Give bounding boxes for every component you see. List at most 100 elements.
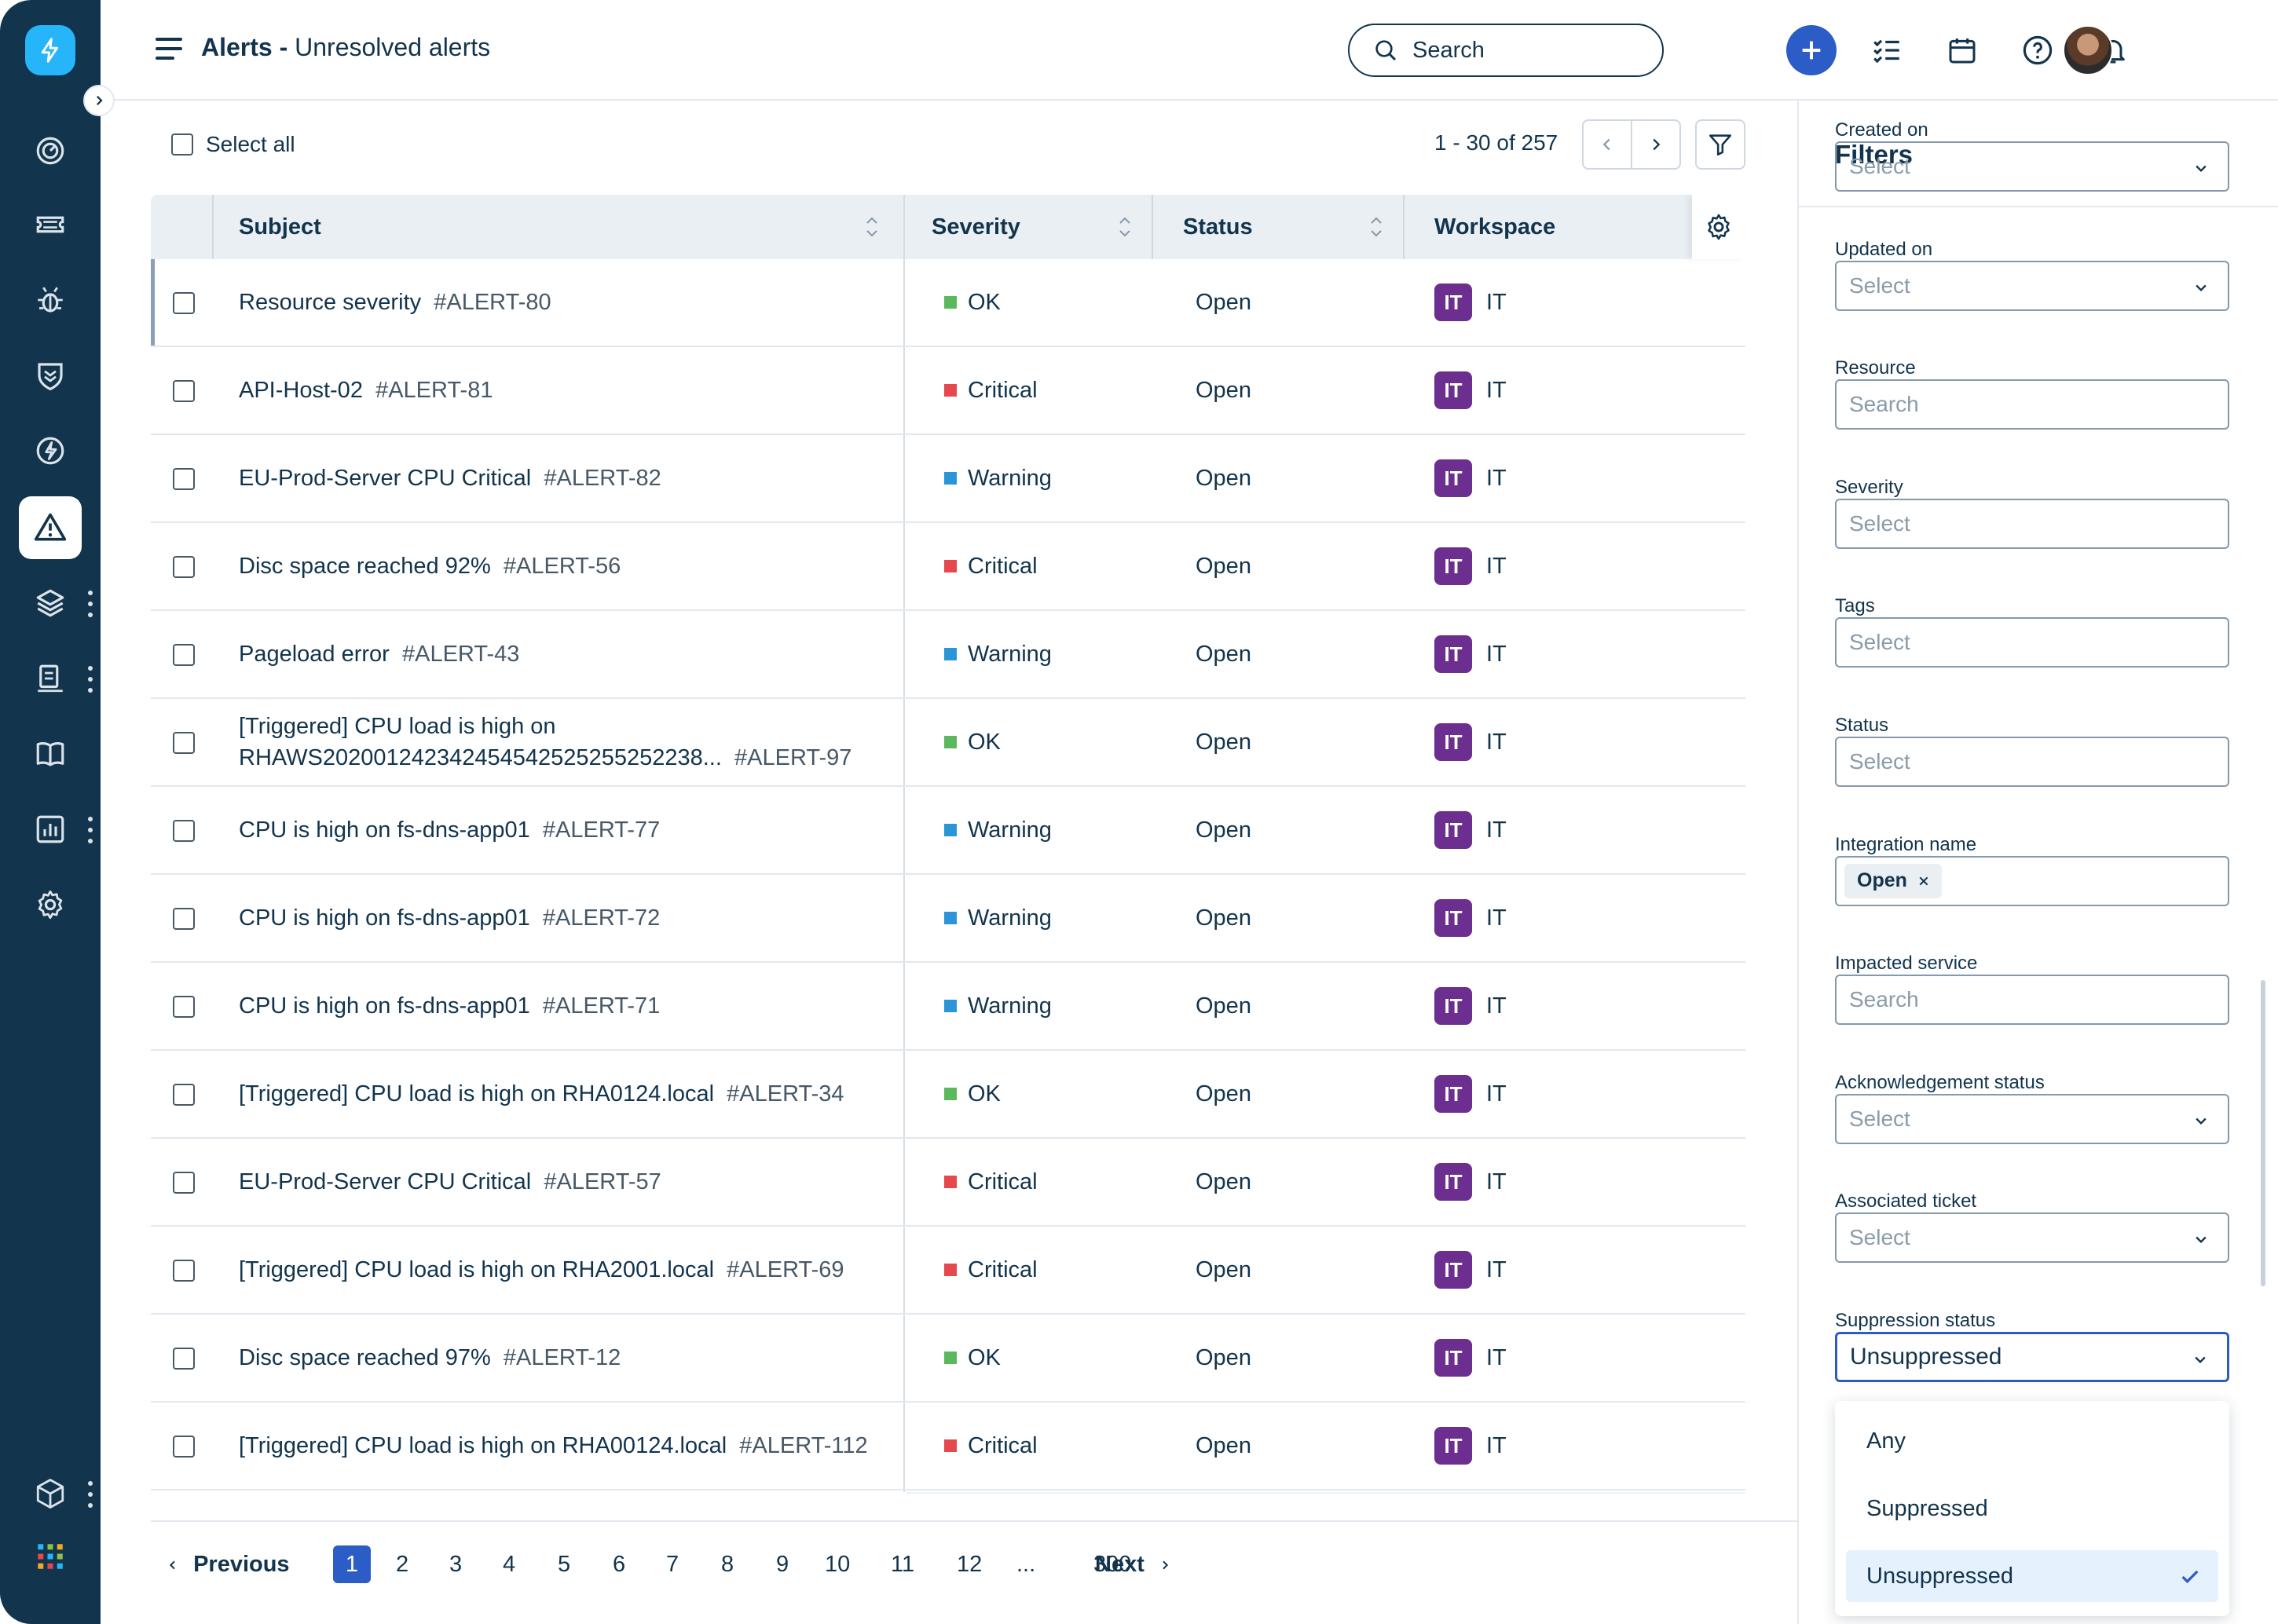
nav-analytics-more-icon[interactable]	[86, 817, 94, 843]
nav-marketplace[interactable]	[19, 1462, 82, 1525]
nav-analytics[interactable]	[19, 798, 82, 861]
table-row[interactable]: Disc space reached 92% #ALERT-56 Critical…	[151, 523, 1745, 611]
column-header-workspace[interactable]: Workspace	[1414, 195, 1692, 259]
row-checkbox[interactable]	[173, 996, 195, 1018]
select-all-checkbox[interactable]	[171, 134, 193, 155]
table-settings-button[interactable]	[1692, 195, 1745, 259]
nav-dashboard[interactable]	[19, 119, 82, 182]
page-link[interactable]: 6	[613, 1552, 626, 1577]
table-row[interactable]: CPU is high on fs-dns-app01 #ALERT-77 War…	[151, 787, 1745, 875]
table-row[interactable]: Pageload error #ALERT-43 Warning Open IT IT	[151, 611, 1745, 699]
nav-tickets[interactable]	[19, 193, 82, 256]
page-link[interactable]: 5	[558, 1552, 571, 1577]
table-row[interactable]: API-Host-02 #ALERT-81 Critical Open IT IT	[151, 347, 1745, 435]
table-row[interactable]: EU-Prod-Server CPU Critical #ALERT-57 Cri…	[151, 1139, 1745, 1227]
row-checkbox[interactable]	[173, 1348, 195, 1370]
row-checkbox[interactable]	[173, 1260, 195, 1282]
dropdown-option-any[interactable]: Any	[1846, 1415, 2218, 1467]
row-checkbox[interactable]	[173, 1172, 195, 1194]
nav-changes[interactable]	[19, 344, 82, 407]
page-link[interactable]: 1	[333, 1545, 371, 1583]
close-icon[interactable]	[1918, 876, 1929, 887]
nav-marketplace-more-icon[interactable]	[86, 1481, 94, 1508]
page-link[interactable]: 2	[396, 1552, 409, 1577]
impacted-service-input[interactable]: Search	[1835, 975, 2229, 1026]
alert-subject[interactable]: Disc space reached 97% #ALERT-12	[239, 1315, 891, 1401]
nav-catalog[interactable]	[19, 647, 82, 710]
filters-scrollbar[interactable]	[2261, 980, 2265, 1286]
table-row[interactable]: [Triggered] CPU load is high on RHA00124…	[151, 1403, 1745, 1490]
nav-solutions[interactable]	[19, 722, 82, 785]
previous-link[interactable]: Previous	[167, 1552, 290, 1578]
previous-page-button[interactable]	[1582, 119, 1632, 170]
alert-subject[interactable]: Pageload error #ALERT-43	[239, 611, 891, 697]
horizontal-scrollbar[interactable]	[906, 1492, 1745, 1494]
next-page-button[interactable]	[1631, 119, 1681, 170]
row-checkbox[interactable]	[173, 644, 195, 666]
updated-on-select[interactable]: Select	[1835, 260, 2229, 311]
table-row[interactable]: Disc space reached 97% #ALERT-12 OK Open IT…	[151, 1315, 1745, 1403]
dropdown-option-suppressed[interactable]: Suppressed	[1846, 1483, 2218, 1534]
row-checkbox[interactable]	[173, 468, 195, 490]
dropdown-option-unsuppressed[interactable]: Unsuppressed	[1846, 1550, 2218, 1602]
app-logo[interactable]	[25, 25, 75, 75]
table-row[interactable]: [Triggered] CPU load is high on RHA0124.…	[151, 1051, 1745, 1139]
table-row[interactable]: [Triggered] CPU load is high on RHAWS2020…	[151, 699, 1745, 787]
integration-name-input[interactable]: Open	[1835, 855, 2229, 906]
nav-releases[interactable]	[19, 419, 82, 482]
column-header-status[interactable]: Status	[1163, 195, 1403, 259]
page-link[interactable]: 12	[957, 1552, 983, 1577]
row-checkbox[interactable]	[173, 1436, 195, 1458]
page-link[interactable]: 7	[666, 1552, 679, 1577]
status-input[interactable]: Select	[1835, 737, 2229, 787]
column-header-severity[interactable]: Severity	[911, 195, 1152, 259]
column-header-subject[interactable]: Subject	[239, 195, 899, 259]
alert-subject[interactable]: API-Host-02 #ALERT-81	[239, 347, 891, 433]
menu-icon[interactable]	[156, 38, 182, 63]
page-link[interactable]: 300	[1093, 1552, 1132, 1577]
global-search-input[interactable]: Search	[1348, 24, 1664, 77]
associated-ticket-select[interactable]: Select	[1835, 1213, 2229, 1264]
table-row[interactable]: [Triggered] CPU load is high on RHA2001.…	[151, 1227, 1745, 1315]
alert-subject[interactable]: [Triggered] CPU load is high on RHA2001.…	[239, 1227, 891, 1313]
row-checkbox[interactable]	[173, 908, 195, 930]
next-link[interactable]: Next	[1095, 1552, 1171, 1578]
alert-subject[interactable]: CPU is high on fs-dns-app01 #ALERT-77	[239, 787, 891, 873]
alert-subject[interactable]: EU-Prod-Server CPU Critical #ALERT-57	[239, 1139, 891, 1225]
alert-subject[interactable]: [Triggered] CPU load is high on RHA00124…	[239, 1403, 891, 1489]
alert-subject[interactable]: CPU is high on fs-dns-app01 #ALERT-71	[239, 963, 891, 1049]
alert-subject[interactable]: [Triggered] CPU load is high on RHA0124.…	[239, 1051, 891, 1137]
row-checkbox[interactable]	[173, 556, 195, 578]
help-button[interactable]	[2012, 25, 2063, 75]
nav-catalog-more-icon[interactable]	[86, 666, 94, 693]
add-new-button[interactable]	[1786, 25, 1837, 75]
alert-subject[interactable]: Disc space reached 92% #ALERT-56	[239, 523, 891, 609]
todo-button[interactable]	[1862, 25, 1912, 75]
resource-input[interactable]: Search	[1835, 379, 2229, 430]
suppression-status-select[interactable]: Unsuppressed	[1835, 1332, 2229, 1382]
page-link[interactable]: 8	[721, 1552, 734, 1577]
acknowledgement-status-select[interactable]: Select	[1835, 1093, 2229, 1144]
nav-assets-more-icon[interactable]	[86, 591, 94, 617]
table-row[interactable]: EU-Prod-Server CPU Critical #ALERT-82 War…	[151, 435, 1745, 523]
user-avatar[interactable]	[2063, 25, 2113, 75]
table-row[interactable]: Resource severity #ALERT-80 OK Open IT IT	[151, 259, 1745, 347]
row-checkbox[interactable]	[173, 820, 195, 842]
page-link[interactable]: 4	[503, 1552, 516, 1577]
nav-admin[interactable]	[19, 873, 82, 936]
created-on-select[interactable]: Select	[1835, 141, 2229, 192]
toggle-filters-button[interactable]	[1695, 119, 1745, 170]
row-checkbox[interactable]	[173, 380, 195, 402]
nav-assets[interactable]	[19, 572, 82, 635]
alert-subject[interactable]: CPU is high on fs-dns-app01 #ALERT-72	[239, 875, 891, 961]
page-link[interactable]: 11	[891, 1552, 915, 1577]
sidebar-expand-button[interactable]	[83, 85, 115, 116]
nav-apps-switcher[interactable]	[19, 1525, 82, 1588]
row-checkbox[interactable]	[173, 732, 195, 754]
table-row[interactable]: CPU is high on fs-dns-app01 #ALERT-71 War…	[151, 963, 1745, 1051]
page-link[interactable]: 9	[776, 1552, 789, 1577]
calendar-button[interactable]	[1937, 25, 1987, 75]
row-checkbox[interactable]	[173, 292, 195, 314]
alert-subject[interactable]: EU-Prod-Server CPU Critical #ALERT-82	[239, 435, 891, 521]
page-link[interactable]: 10	[825, 1552, 851, 1577]
